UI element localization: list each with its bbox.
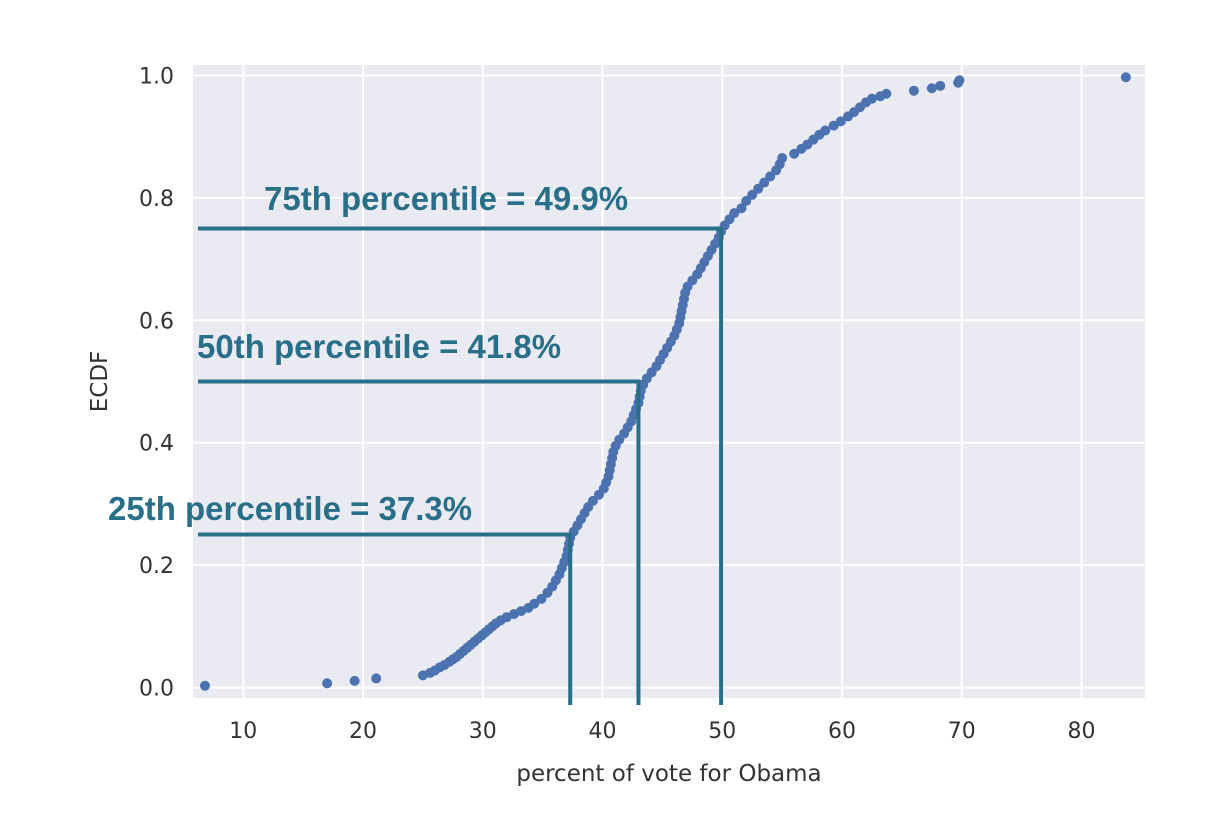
data-point: [926, 83, 937, 94]
data-point: [747, 189, 758, 200]
data-point: [753, 183, 764, 194]
y-tick-label: 0.8: [139, 187, 174, 212]
data-point: [820, 125, 831, 136]
data-point: [777, 153, 788, 164]
x-tick-label: 40: [589, 719, 617, 744]
y-tick-label: 0.2: [139, 554, 174, 579]
data-point: [587, 495, 598, 506]
y-axis-label: ECDF: [87, 351, 113, 413]
data-point: [741, 195, 752, 206]
x-tick-label: 10: [229, 719, 257, 744]
y-tick-label: 0.0: [139, 677, 174, 702]
x-tick-label: 60: [828, 719, 856, 744]
x-tick-label: 80: [1068, 719, 1096, 744]
percentile-label: 25th percentile = 37.3%: [108, 490, 472, 527]
data-point: [835, 116, 846, 127]
data-point: [349, 675, 360, 686]
data-point: [881, 88, 892, 99]
data-point: [789, 148, 800, 159]
data-point: [536, 593, 547, 604]
data-point: [935, 80, 946, 91]
data-point: [322, 678, 333, 689]
data-point: [828, 120, 839, 131]
data-point: [908, 85, 919, 96]
data-point: [759, 177, 770, 188]
data-point: [371, 673, 382, 684]
x-tick-label: 70: [948, 719, 976, 744]
data-point: [954, 75, 965, 86]
data-point: [729, 208, 740, 219]
x-axis-label: percent of vote for Obama: [516, 761, 821, 787]
y-tick-label: 0.6: [139, 309, 174, 334]
percentile-label: 50th percentile = 41.8%: [197, 328, 561, 365]
percentile-annotations: 25th percentile = 37.3% 50th percentile =…: [108, 180, 724, 705]
percentile-label: 75th percentile = 49.9%: [264, 180, 628, 217]
tick-labels: 10 20 30 40 50 60 70 80 0.0 0.2 0.4 0.6 0.8 1.0: [139, 64, 1096, 744]
data-point: [866, 93, 877, 104]
data-point: [736, 203, 747, 214]
data-point: [765, 171, 776, 182]
y-tick-label: 0.4: [139, 432, 174, 457]
x-tick-label: 30: [469, 719, 497, 744]
data-point: [199, 680, 210, 691]
data-point: [1120, 72, 1131, 83]
data-point: [529, 598, 540, 609]
x-tick-label: 20: [349, 719, 377, 744]
y-tick-label: 1.0: [139, 64, 174, 89]
x-tick-label: 50: [708, 719, 736, 744]
